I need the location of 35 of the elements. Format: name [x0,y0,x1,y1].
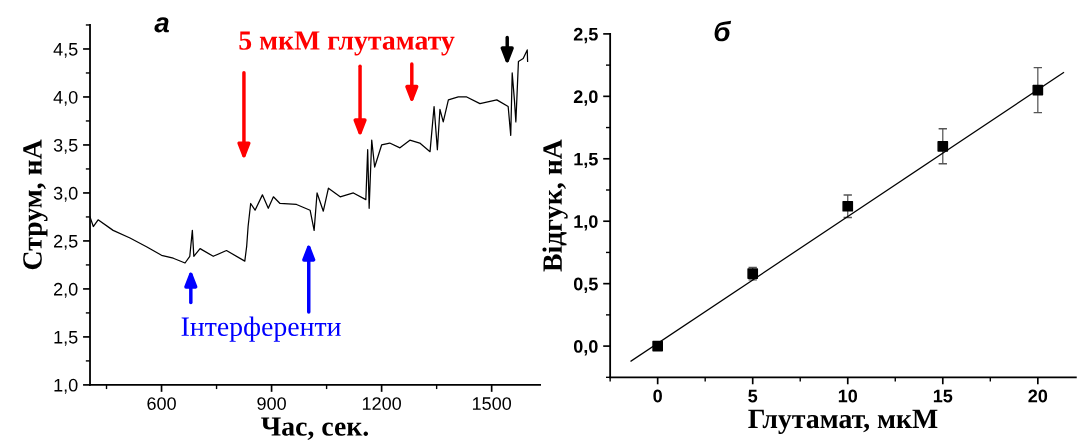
x-tick-label: 5 [748,389,758,403]
y-tick-label: 2,0 [573,90,598,106]
point [937,140,949,152]
x-tick-label: 1200 [362,397,401,410]
y-tick-label: 2,0 [54,282,78,298]
x-tick-label: 20 [1028,389,1048,403]
y-tick-label: 0,5 [573,277,598,293]
x-axis-title: Час, сек. [261,417,369,440]
y-tick-label: 1,0 [574,215,598,231]
y-tick-label: 0,0 [573,340,598,356]
point [652,340,664,352]
y-axis-title: Струм, нА [23,139,48,270]
y-tick-label: 3,0 [53,186,78,202]
y-tick-label: 2,5 [54,234,78,250]
y-axis-title: Відгук, нА [542,139,568,272]
y-tick-label: 4,0 [53,90,78,106]
y-tick-label: 1,5 [54,331,78,346]
x-tick-label: 900 [257,397,286,410]
annotation: 5 мкМ глутамату [239,31,455,56]
chart-title: а [154,17,169,33]
x-tick-label: 15 [933,389,953,403]
y-tick-label: 1,0 [54,378,78,394]
point [1032,84,1044,96]
y-tick-label: 1,5 [574,152,598,169]
point [842,200,854,212]
annotation: Інтерференти [181,316,341,342]
y-tick-label: 3,5 [53,138,78,154]
x-tick-label: 10 [838,389,858,403]
y-tick-label: 4,5 [53,43,78,58]
y-tick-label: 2,5 [573,27,598,44]
x-axis-title: Глутамат, мкМ [748,409,938,434]
x-tick-label: 0 [653,389,662,403]
x-tick-label: 1500 [472,397,512,410]
chart-title: б [714,20,732,42]
x-tick-label: 600 [147,397,176,410]
